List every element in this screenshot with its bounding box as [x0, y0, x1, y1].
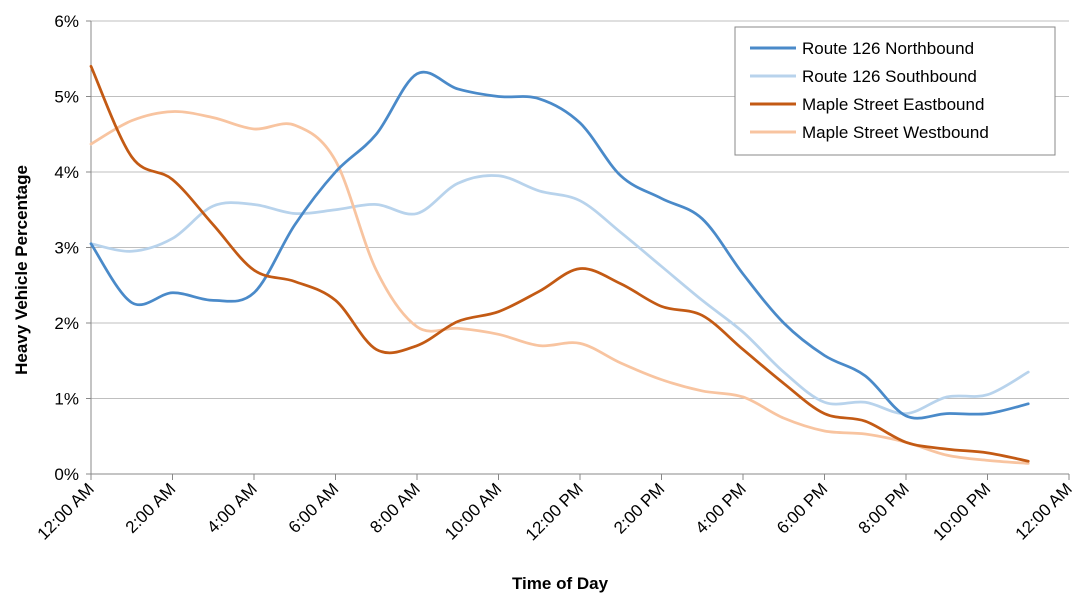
x-tick-label: 4:00 AM	[203, 479, 261, 537]
x-tick-label: 6:00 PM	[773, 479, 831, 537]
series-lines	[89, 64, 1030, 465]
x-tick-label: 8:00 AM	[366, 479, 424, 537]
series-line-maple-street-eastbound	[89, 64, 1030, 463]
y-tick-label: 2%	[54, 314, 79, 333]
x-tick-label: 12:00 AM	[1012, 479, 1076, 543]
legend: Route 126 Northbound Route 126 Southbound…	[734, 26, 1056, 156]
y-tick-label: 3%	[54, 239, 79, 258]
legend-label-maple-street-westbound: Maple Street Westbound	[802, 123, 989, 142]
x-tick-label: 4:00 PM	[692, 479, 750, 537]
legend-label-route-126-southbound: Route 126 Southbound	[802, 67, 977, 86]
y-tick-label: 0%	[54, 465, 79, 484]
x-tick-label: 10:00 PM	[929, 479, 994, 544]
x-tick-label: 6:00 AM	[285, 479, 343, 537]
x-tick-label: 2:00 AM	[122, 479, 180, 537]
legend-label-route-126-northbound: Route 126 Northbound	[802, 39, 974, 58]
y-tick-label: 1%	[54, 390, 79, 409]
x-tick-label: 12:00 PM	[522, 479, 587, 544]
y-tick-label: 4%	[54, 163, 79, 182]
y-axis-title: Heavy Vehicle Percentage	[12, 165, 31, 375]
x-tick-label: 8:00 PM	[855, 479, 913, 537]
gridlines	[91, 20, 1069, 399]
legend-label-maple-street-eastbound: Maple Street Eastbound	[802, 95, 984, 114]
series-line-maple-street-westbound	[89, 110, 1030, 465]
series-line-route-126-southbound	[89, 174, 1030, 415]
y-tick-label: 5%	[54, 88, 79, 107]
x-tick-label: 10:00 AM	[441, 479, 505, 543]
x-tick-label: 12:00 AM	[34, 479, 98, 543]
y-tick-label: 6%	[54, 12, 79, 31]
x-tick-label: 2:00 PM	[610, 479, 668, 537]
series-line-route-126-northbound	[89, 70, 1030, 420]
x-axis-title: Time of Day	[512, 574, 609, 593]
